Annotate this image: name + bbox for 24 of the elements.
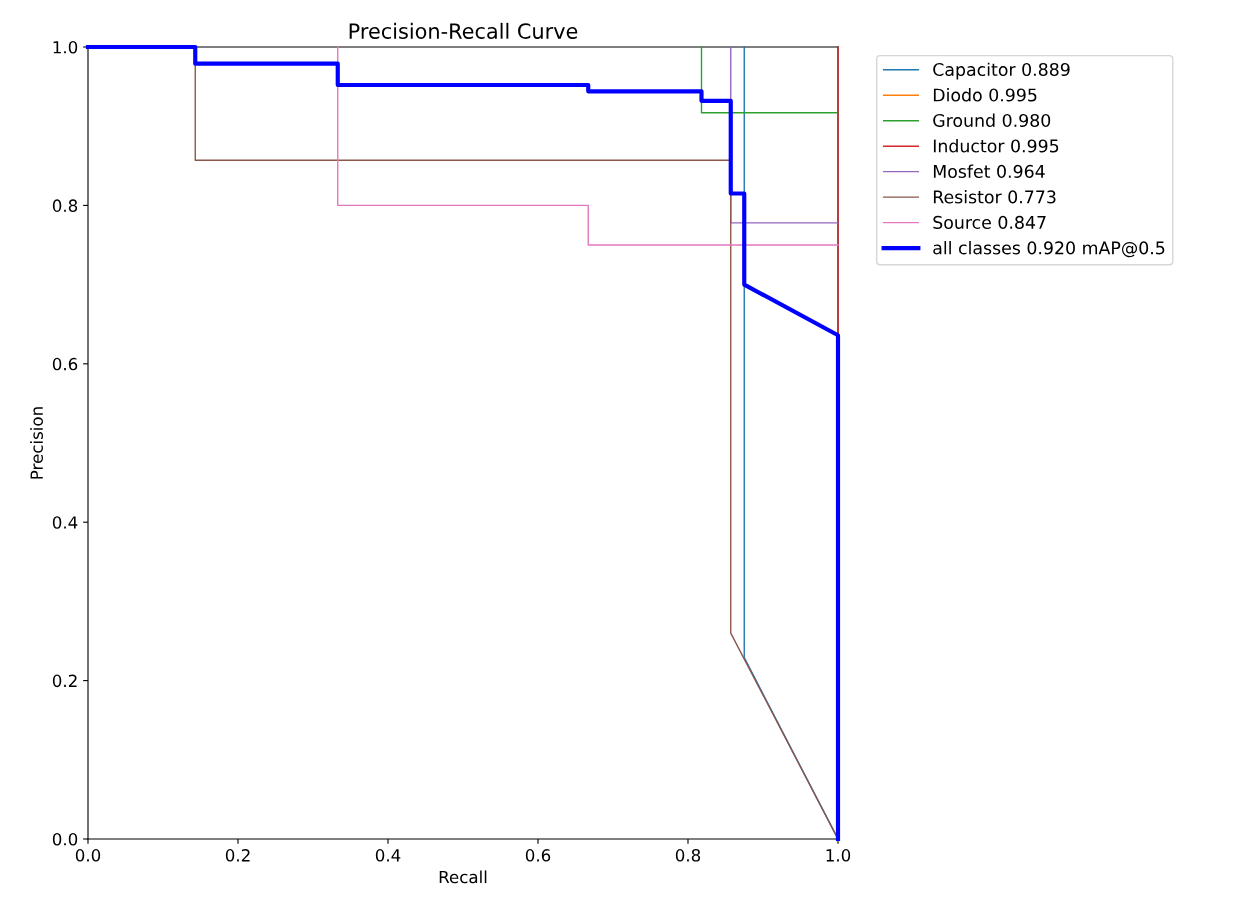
legend-label: all classes 0.920 mAP@0.5 (933, 241, 1165, 258)
y-tick-label: 0.6 (52, 357, 78, 371)
x-tick-label: 1.0 (826, 849, 851, 862)
chart-title: Precision-Recall Curve (349, 22, 578, 39)
x-tick-label: 0.0 (75, 849, 101, 862)
y-axis-title: Precision (30, 407, 43, 479)
y-tick-label: 0.8 (52, 199, 78, 212)
y-tick-label: 0.2 (52, 674, 77, 688)
y-tick-label: 0.4 (52, 516, 78, 529)
y-tick-label: 0.0 (52, 832, 78, 846)
legend-label: Diodo 0.995 (933, 88, 1037, 102)
x-tick-label: 0.2 (225, 849, 250, 862)
x-tick-label: 0.8 (675, 849, 701, 862)
legend-label: Resistor 0.773 (933, 190, 1056, 204)
legend-label: Capacitor 0.889 (933, 62, 1070, 80)
x-tick-label: 0.6 (525, 849, 551, 862)
legend-label: Mosfet 0.964 (933, 164, 1045, 178)
legend-label: Ground 0.980 (933, 113, 1051, 128)
y-tick-label: 1.0 (53, 40, 78, 54)
x-axis-title: Recall (439, 870, 487, 884)
legend-label: Inductor 0.995 (933, 139, 1059, 153)
line-series (85, 44, 841, 842)
x-tick-label: 0.4 (375, 849, 401, 862)
legend-label: Source 0.847 (933, 215, 1046, 229)
